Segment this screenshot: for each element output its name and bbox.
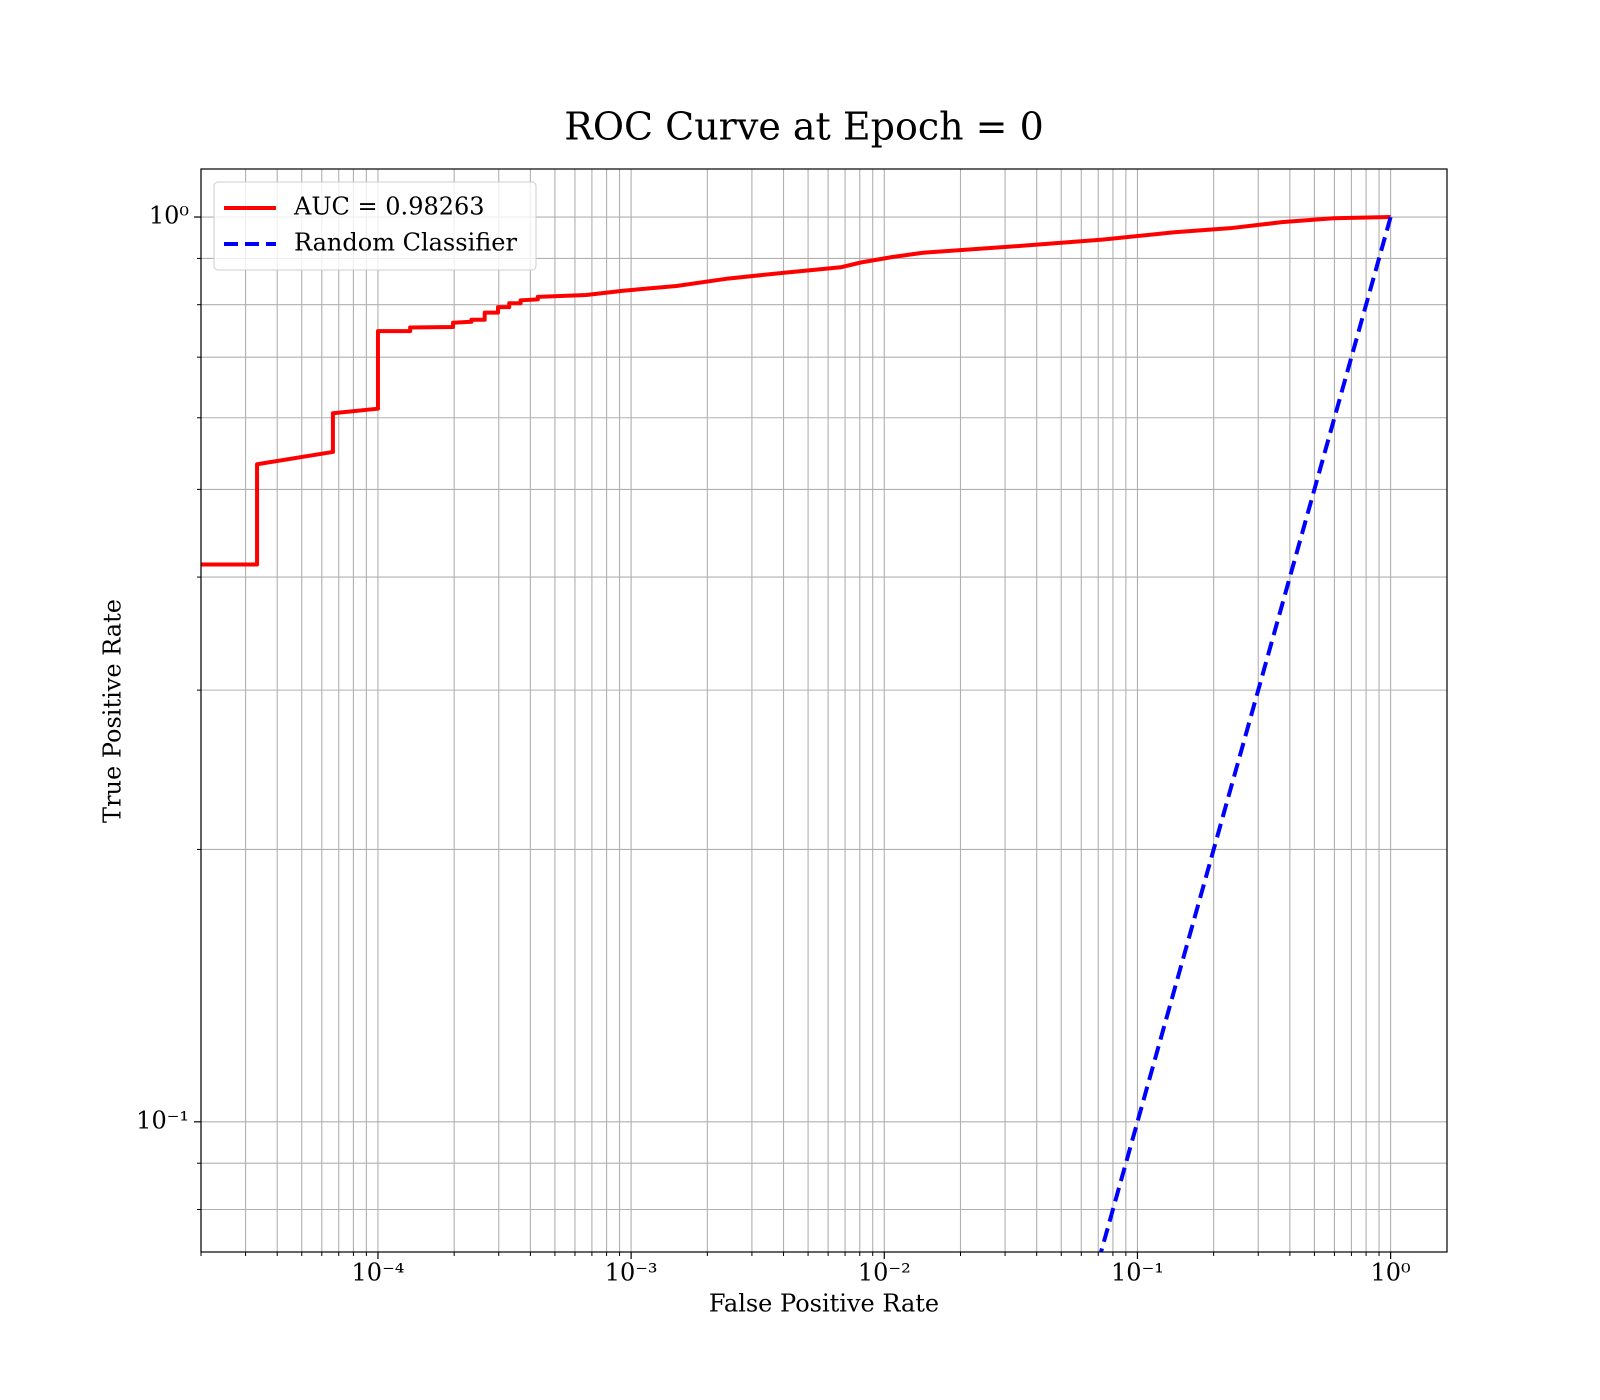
series-line [201, 215, 1391, 567]
legend-box [213, 181, 537, 271]
y-tick-label: 10⁻¹ [136, 1106, 189, 1134]
axes-frame [200, 168, 1448, 1253]
legend-label: AUC = 0.98263 [293, 193, 485, 221]
legend-label: Random Classifier [294, 229, 517, 257]
series-line [1098, 216, 1393, 1252]
x-tick-label: 10⁻¹ [1111, 1259, 1164, 1287]
chart-title: ROC Curve at Epoch = 0 [564, 105, 1044, 149]
legend: AUC = 0.98263 Random Classifier [213, 181, 537, 271]
y-tick-label: 10⁰ [149, 202, 189, 230]
x-tick-label: 10⁻² [858, 1259, 911, 1287]
plot-area [201, 215, 1393, 1252]
y-axis-label: True Positive Rate [99, 599, 127, 823]
x-axis-label: False Positive Rate [709, 1290, 939, 1318]
x-tick-label: 10⁻⁴ [352, 1259, 405, 1287]
x-tick-label: 10⁻³ [605, 1259, 658, 1287]
x-tick-label: 10⁰ [1371, 1259, 1411, 1287]
